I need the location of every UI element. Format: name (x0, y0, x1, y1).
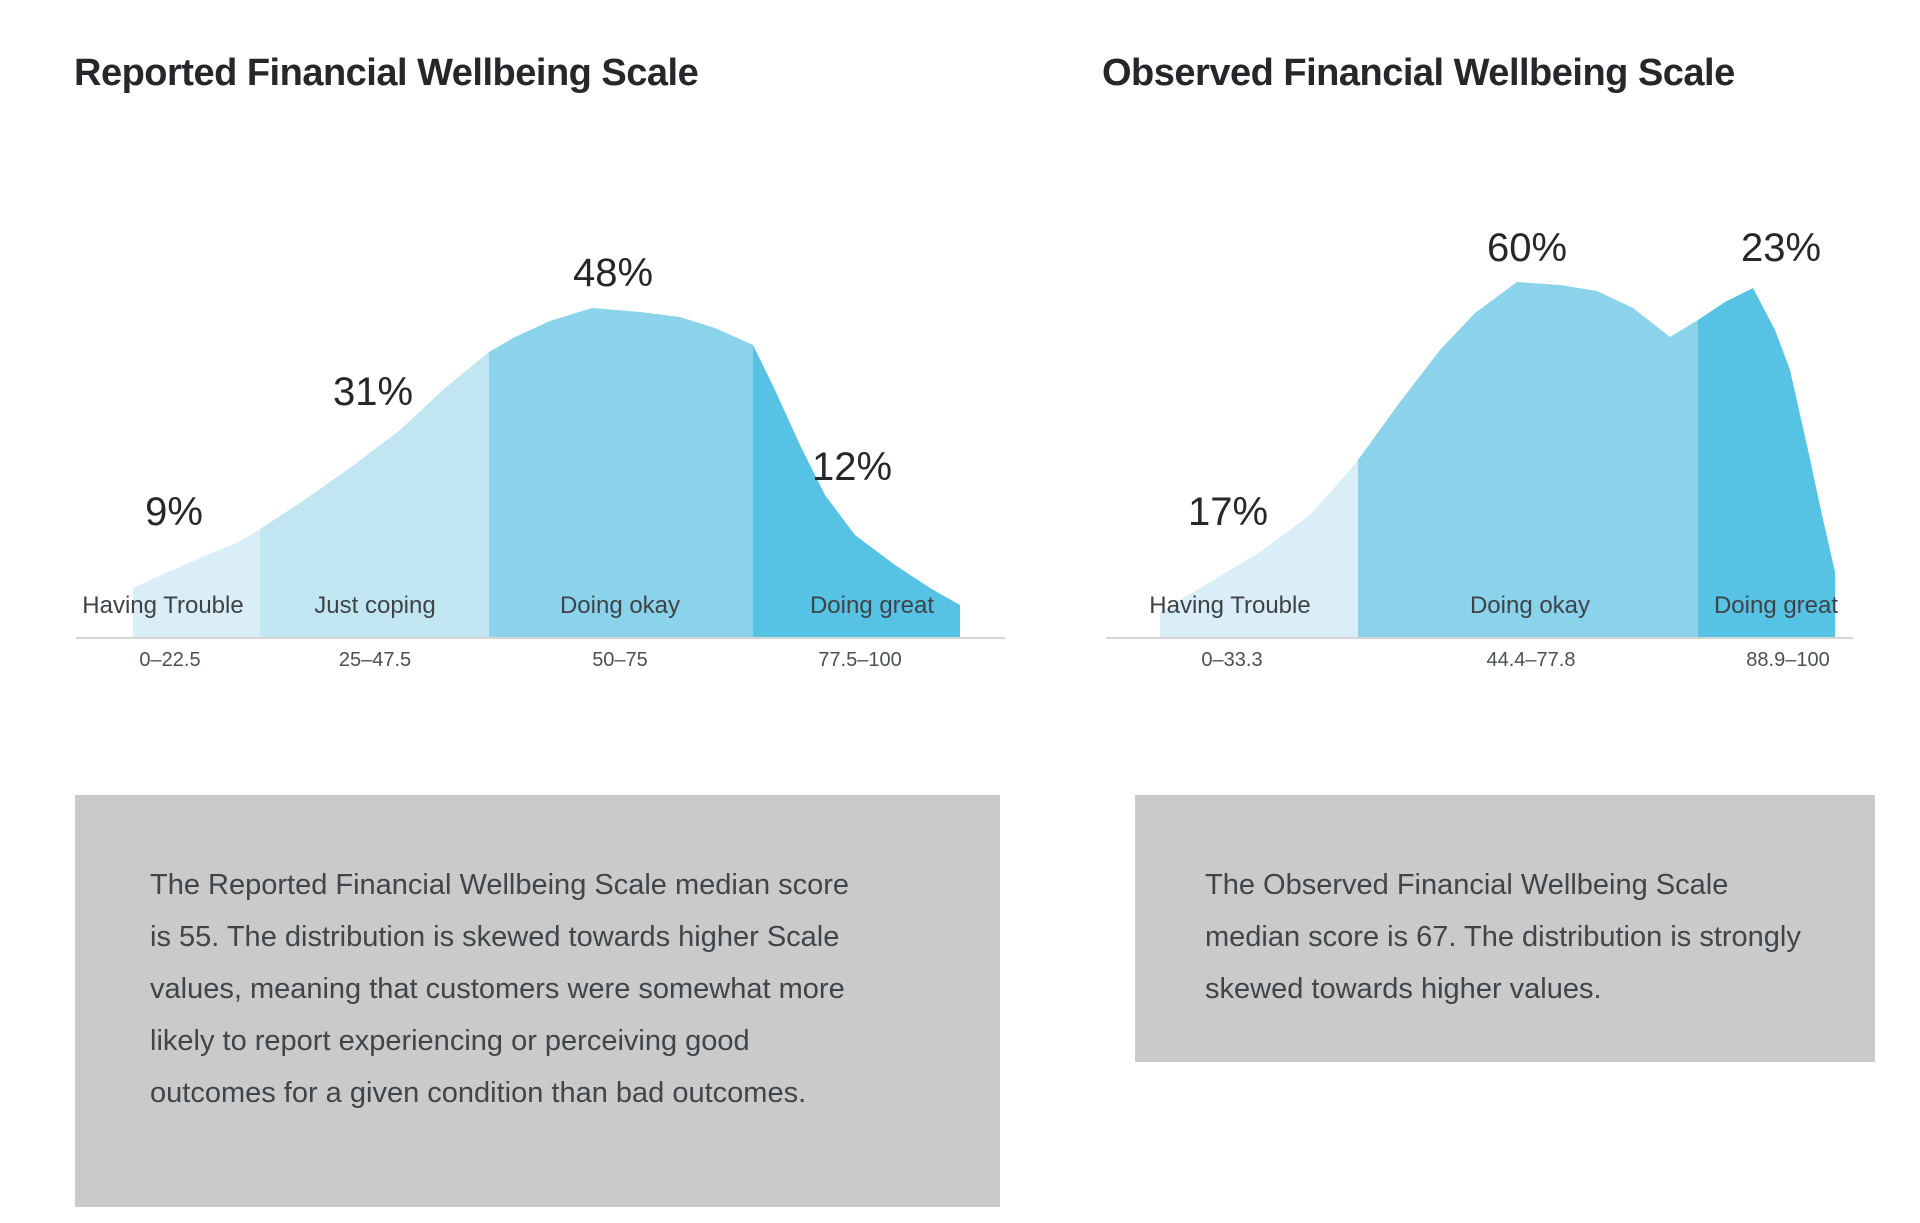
reported-area-doing-okay (489, 308, 753, 637)
reported-area-doing-great (753, 345, 960, 637)
observed-area-doing-great (1698, 288, 1835, 637)
observed-area-doing-okay (1358, 282, 1698, 637)
reported-category-doing-okay: Doing okay (559, 592, 681, 619)
observed-chart-title: Observed Financial Wellbeing Scale (1102, 52, 1735, 94)
observed-category-doing-okay: Doing okay (1469, 592, 1591, 619)
reported-note-box: The Reported Financial Wellbeing Scale m… (75, 795, 1000, 1207)
observed-percent-doing-okay: 60% (1486, 226, 1568, 270)
reported-category-having-trouble: Having Trouble (82, 592, 244, 619)
observed-area-having-trouble (1160, 460, 1358, 637)
observed-category-having-trouble: Having Trouble (1149, 592, 1311, 619)
reported-area-just-coping (260, 352, 489, 637)
observed-range-having-trouble: 0–33.3 (1201, 649, 1263, 671)
reported-range-doing-great: 77.5–100 (818, 649, 902, 671)
reported-percent-doing-great: 12% (811, 445, 893, 489)
observed-percent-doing-great: 23% (1740, 226, 1822, 270)
distribution-charts-svg (76, 282, 1853, 639)
observed-category-doing-great: Doing great (1713, 592, 1839, 619)
observed-note-text: The Observed Financial Wellbeing Scale m… (1205, 869, 1801, 1005)
reported-category-just-coping: Just coping (314, 592, 436, 619)
reported-percent-doing-okay: 48% (572, 251, 654, 295)
reported-range-doing-okay: 50–75 (592, 649, 648, 671)
observed-percent-having-trouble: 17% (1187, 490, 1269, 534)
reported-percent-having-trouble: 9% (145, 490, 203, 534)
reported-note-text: The Reported Financial Wellbeing Scale m… (150, 869, 850, 1109)
observed-range-doing-okay: 44.4–77.8 (1486, 649, 1576, 671)
observed-note-box: The Observed Financial Wellbeing Scale m… (1135, 795, 1875, 1062)
reported-area-having-trouble (133, 529, 260, 637)
reported-chart-title: Reported Financial Wellbeing Scale (74, 52, 699, 94)
reported-percent-just-coping: 31% (332, 370, 414, 414)
reported-category-doing-great: Doing great (809, 592, 935, 619)
reported-range-just-coping: 25–47.5 (338, 649, 412, 671)
reported-range-having-trouble: 0–22.5 (139, 649, 201, 671)
observed-range-doing-great: 88.9–100 (1746, 649, 1830, 671)
